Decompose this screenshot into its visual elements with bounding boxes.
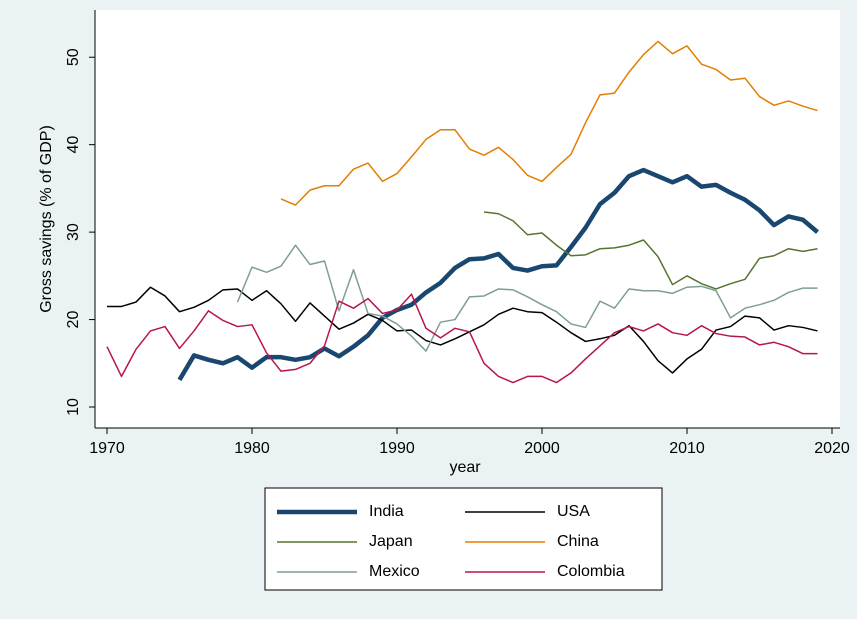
legend-label: Mexico — [369, 563, 420, 580]
plot-area — [95, 10, 840, 428]
x-tick-label: 1980 — [234, 440, 270, 457]
y-tick-label: 40 — [65, 136, 82, 154]
y-tick-label: 10 — [65, 398, 82, 416]
legend-label: Colombia — [557, 563, 625, 580]
series-line — [280, 40, 818, 206]
y-tick-label: 50 — [65, 48, 82, 66]
x-tick-label: 2010 — [669, 440, 705, 457]
x-tick-label: 1970 — [89, 440, 125, 457]
series-line — [177, 167, 819, 382]
legend-label: Japan — [369, 533, 413, 550]
y-axis-title: Gross savings (% of GDP) — [38, 125, 55, 313]
x-axis-title: year — [449, 459, 481, 476]
series-line — [236, 244, 818, 352]
y-tick-label: 20 — [65, 311, 82, 329]
series-line — [106, 293, 818, 384]
x-tick-label: 2000 — [524, 440, 560, 457]
legend-label: India — [369, 503, 404, 520]
x-tick-label: 1990 — [379, 440, 415, 457]
legend-label: China — [557, 533, 599, 550]
legend-label: USA — [557, 503, 590, 520]
series-line — [483, 211, 818, 290]
x-tick-label: 2020 — [814, 440, 850, 457]
legend — [264, 487, 663, 591]
series-line — [107, 286, 818, 374]
y-tick-label: 30 — [65, 223, 82, 241]
